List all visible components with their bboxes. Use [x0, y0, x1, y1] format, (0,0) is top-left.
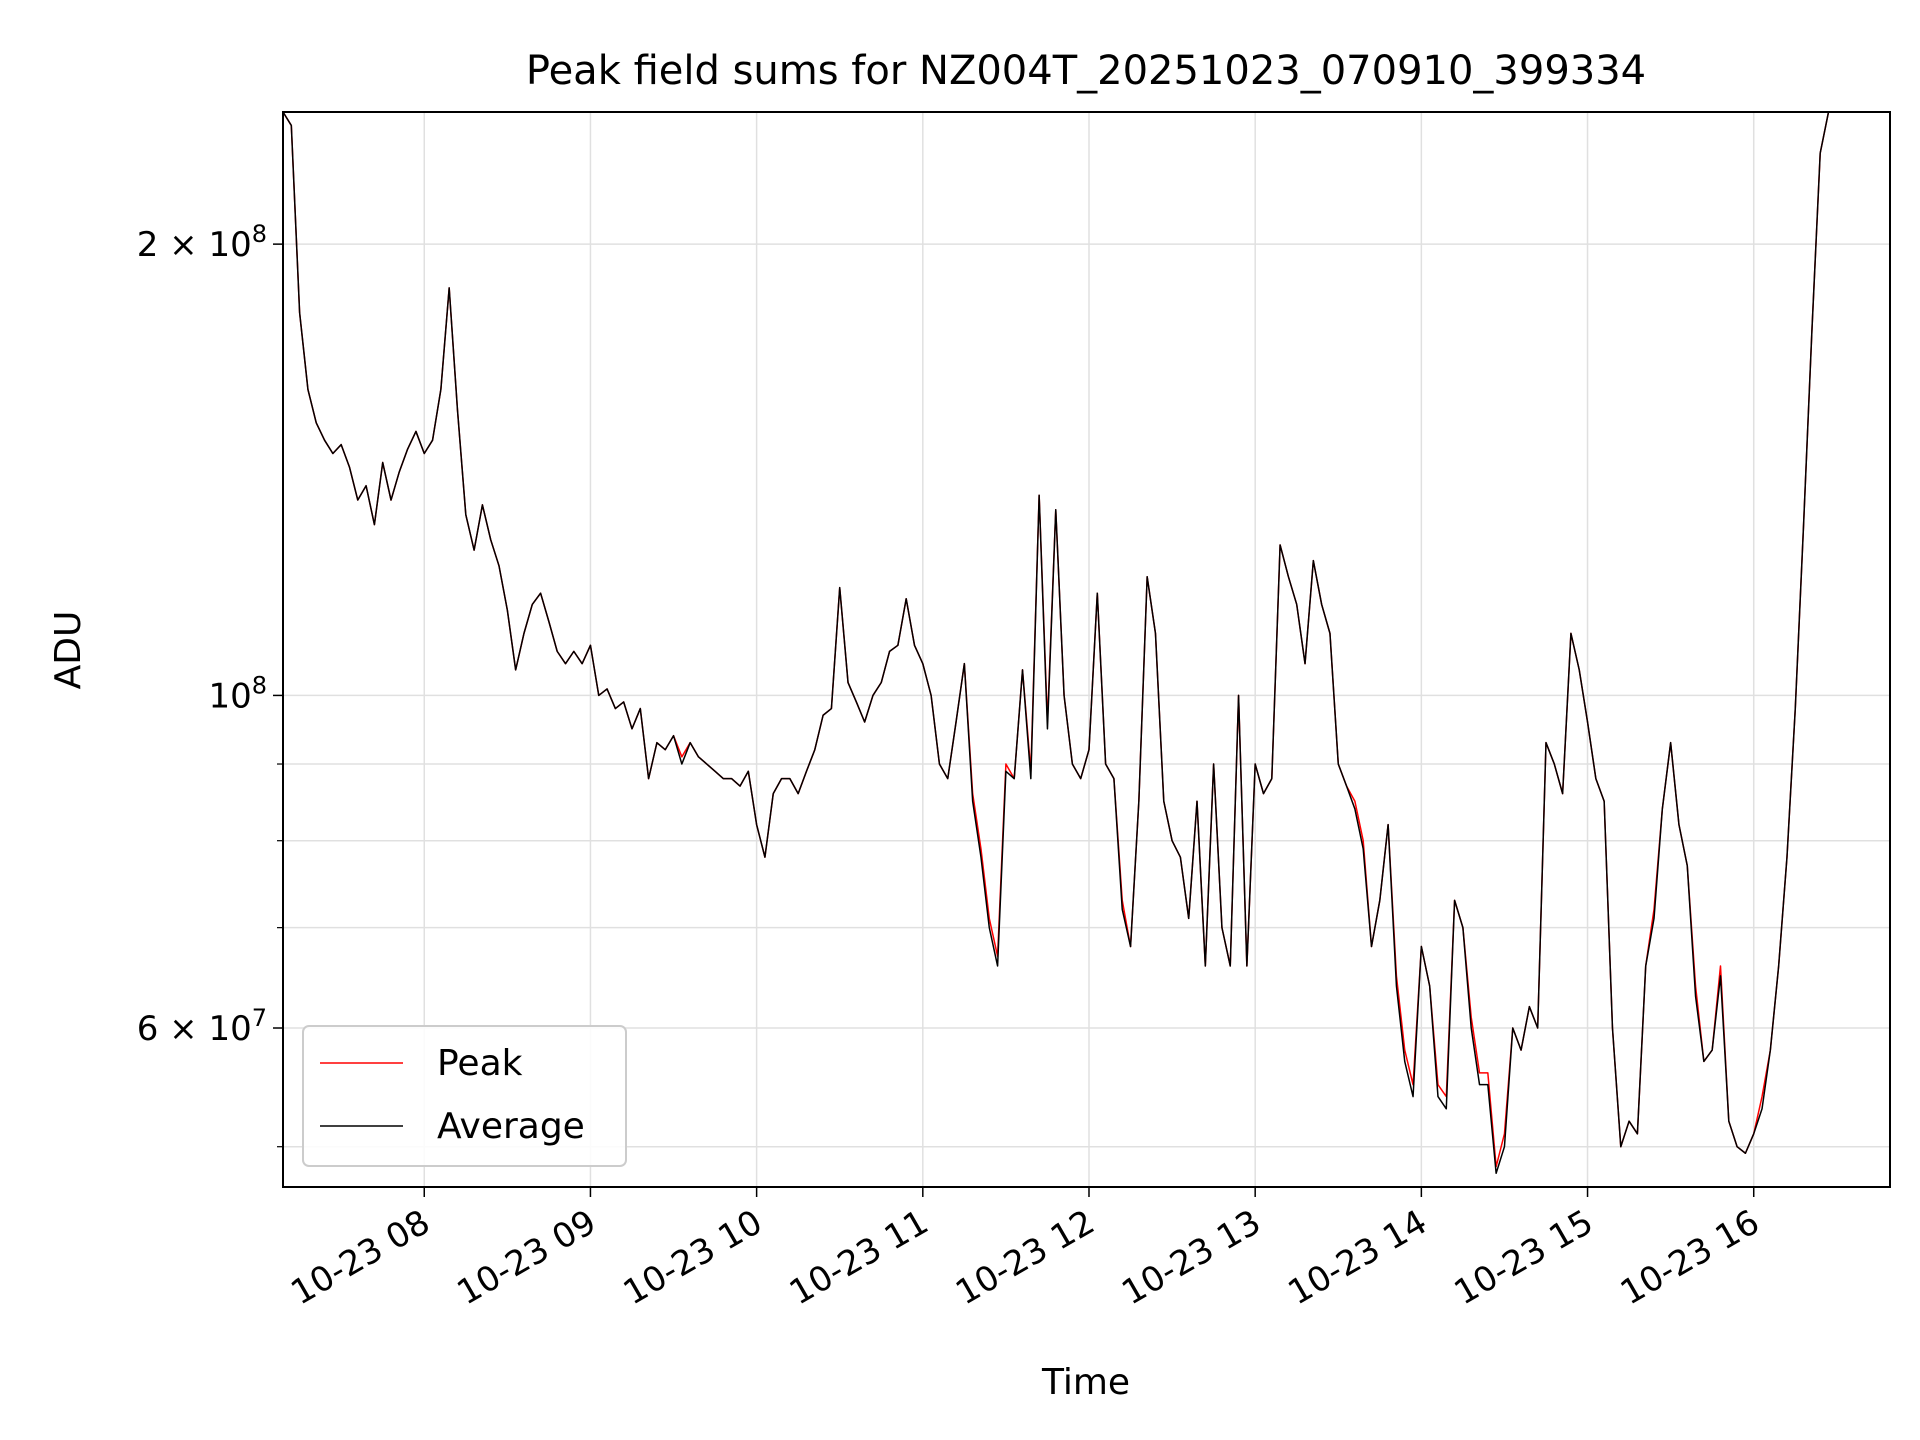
grid-lines [283, 112, 1890, 1187]
plot-frame [282, 111, 1891, 1188]
legend-peak-label: Peak [437, 1043, 523, 1084]
legend-box [302, 1025, 627, 1167]
legend: Peak Average [302, 1025, 627, 1167]
y-tick-label: 6 × 107 [137, 1004, 267, 1049]
legend-average-label: Average [437, 1106, 585, 1147]
y-tick-label: 2 × 108 [137, 220, 267, 265]
average-series-line [283, 112, 1830, 1175]
y-tick-label: 108 [208, 671, 267, 716]
x-axis-label: Time [1041, 1362, 1130, 1403]
plot-series [283, 112, 1830, 1175]
chart-title: Peak field sums for NZ004T_20251023_0709… [526, 48, 1646, 94]
y-axis-label: ADU [48, 611, 89, 690]
